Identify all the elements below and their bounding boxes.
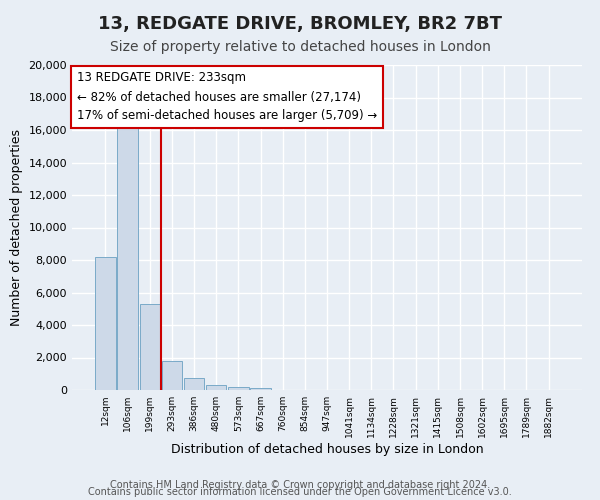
Bar xyxy=(118,120,138,390)
Bar xyxy=(140,304,160,390)
Bar xyxy=(228,387,248,390)
Text: Contains public sector information licensed under the Open Government Licence v3: Contains public sector information licen… xyxy=(88,487,512,497)
Bar xyxy=(161,361,182,390)
Text: 13 REDGATE DRIVE: 233sqm
← 82% of detached houses are smaller (27,174)
17% of se: 13 REDGATE DRIVE: 233sqm ← 82% of detach… xyxy=(77,72,377,122)
Text: Size of property relative to detached houses in London: Size of property relative to detached ho… xyxy=(110,40,490,54)
X-axis label: Distribution of detached houses by size in London: Distribution of detached houses by size … xyxy=(170,442,484,456)
Y-axis label: Number of detached properties: Number of detached properties xyxy=(10,129,23,326)
Bar xyxy=(250,388,271,390)
Bar xyxy=(184,378,204,390)
Bar xyxy=(95,257,116,390)
Bar xyxy=(206,386,226,390)
Text: 13, REDGATE DRIVE, BROMLEY, BR2 7BT: 13, REDGATE DRIVE, BROMLEY, BR2 7BT xyxy=(98,15,502,33)
Text: Contains HM Land Registry data © Crown copyright and database right 2024.: Contains HM Land Registry data © Crown c… xyxy=(110,480,490,490)
